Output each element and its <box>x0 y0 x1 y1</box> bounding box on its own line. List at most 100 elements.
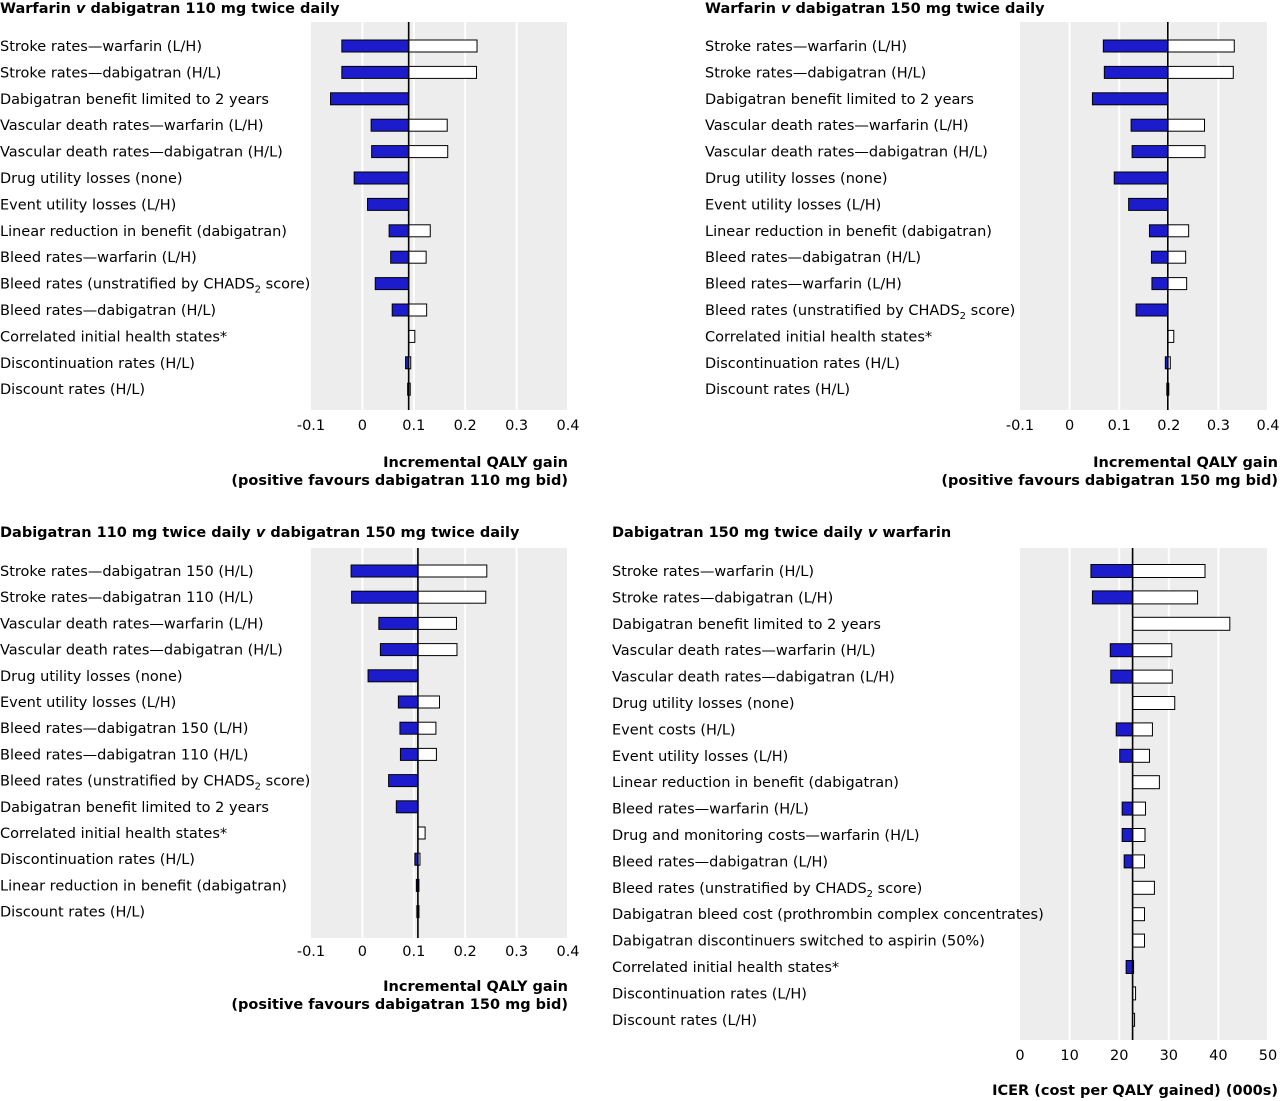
bar-high <box>417 590 487 604</box>
x-tick-label: -0.1 <box>297 418 325 434</box>
x-tick-label: 0.2 <box>454 944 477 960</box>
bar-high <box>408 329 416 343</box>
bar-high <box>1132 564 1206 578</box>
bar-label: Dabigatran benefit limited to 2 years <box>612 617 881 633</box>
bar-label: Discount rates (H/L) <box>705 382 850 398</box>
bar-label: Bleed rates—dabigatran 150 (L/H) <box>0 721 248 737</box>
bar-label: Bleed rates—warfarin (H/L) <box>612 802 809 818</box>
bar-low <box>1109 643 1134 658</box>
bar-high <box>1167 250 1187 264</box>
bar-label: Bleed rates—warfarin (L/H) <box>705 277 902 293</box>
bar-label: Discontinuation rates (L/H) <box>612 986 807 1002</box>
bar-low <box>378 616 419 630</box>
bar-high <box>1132 854 1145 869</box>
bar-low <box>1135 303 1169 317</box>
bar-label: Event utility losses (L/H) <box>612 749 788 765</box>
bar-label: Bleed rates—warfarin (L/H) <box>0 250 197 266</box>
bar-label: Vascular death rates—warfarin (L/H) <box>705 118 969 134</box>
bar-high <box>1132 722 1153 737</box>
bar-high <box>417 826 426 840</box>
bar-label: Bleed rates—dabigatran (H/L) <box>705 250 921 266</box>
bar-label: Bleed rates—dabigatran 110 (H/L) <box>0 747 248 763</box>
bar-label: Event costs (H/L) <box>612 722 736 738</box>
bar-label: Stroke rates—dabigatran (H/L) <box>0 65 221 81</box>
x-tick-label: 0.2 <box>454 418 477 434</box>
bar-low <box>1150 250 1169 264</box>
x-tick-label: 0 <box>1065 418 1074 434</box>
bar-low <box>1113 171 1169 185</box>
bar-high <box>1132 775 1160 790</box>
bar-label: Stroke rates—dabigatran (H/L) <box>705 65 926 81</box>
bar-high <box>1132 643 1173 658</box>
bar-label: Event utility losses (L/H) <box>0 197 176 213</box>
bar-label: Drug utility losses (none) <box>612 696 795 712</box>
x-tick-label: 0 <box>358 418 367 434</box>
bar-low <box>1128 197 1169 211</box>
plot-background <box>311 22 568 410</box>
x-tick-label: 0 <box>358 944 367 960</box>
bar-label: Vascular death rates—dabigatran (H/L) <box>0 145 283 161</box>
bar-label: Correlated initial health states* <box>705 329 932 345</box>
x-tick-label: 30 <box>1160 1048 1178 1064</box>
bar-high <box>1167 277 1188 291</box>
x-tick-label: 0.3 <box>505 418 528 434</box>
bar-low <box>1121 801 1134 816</box>
bar-high <box>1167 65 1234 79</box>
bar-label: Dabigatran benefit limited to 2 years <box>0 92 269 108</box>
bar-high <box>1167 39 1235 53</box>
bar-label: Drug utility losses (none) <box>0 171 183 187</box>
bar-high <box>417 721 437 735</box>
bar-high <box>408 39 478 53</box>
bar-label: Discontinuation rates (H/L) <box>705 356 900 372</box>
bar-low <box>1103 65 1169 79</box>
bar-high <box>1167 118 1206 132</box>
bar-high <box>1167 329 1175 343</box>
bar-low <box>341 39 410 53</box>
bar-low <box>1090 564 1134 578</box>
bar-low <box>399 747 419 761</box>
bar-high <box>408 145 449 159</box>
chart-panel-1: Warfarin v dabigatran 110 mg twice daily… <box>0 1 580 489</box>
bar-low <box>341 65 410 79</box>
bar-high <box>408 224 431 238</box>
bar-low <box>379 643 419 657</box>
bar-low <box>1119 748 1134 763</box>
bar-high <box>1132 616 1231 631</box>
x-axis-title: Incremental QALY gain <box>1093 455 1278 471</box>
x-axis-title: (positive favours dabigatran 150 mg bid) <box>231 997 568 1013</box>
x-tick-label: 0.4 <box>1256 418 1279 434</box>
bar-low <box>1091 590 1134 605</box>
chart-panel-2: Warfarin v dabigatran 150 mg twice daily… <box>705 1 1280 489</box>
bar-high <box>408 303 428 317</box>
bar-label: Correlated initial health states* <box>0 329 227 345</box>
x-axis-title: (positive favours dabigatran 110 mg bid) <box>231 473 568 489</box>
bar-label: Stroke rates—warfarin (L/H) <box>0 39 202 55</box>
bar-label: Discontinuation rates (H/L) <box>0 356 195 372</box>
bar-label: Linear reduction in benefit (dabigatran) <box>705 224 992 240</box>
bar-label: Vascular death rates—dabigatran (L/H) <box>612 670 895 686</box>
bar-high <box>1167 224 1190 238</box>
chart-panel-3: Dabigatran 110 mg twice daily v dabigatr… <box>0 525 580 1013</box>
bar-high <box>1132 801 1146 816</box>
x-axis-title: Incremental QALY gain <box>383 455 568 471</box>
bar-low <box>367 669 419 683</box>
bar-low <box>1131 145 1169 159</box>
bar-high <box>1132 669 1173 684</box>
bar-low <box>1125 960 1134 974</box>
bar-high <box>1132 828 1146 842</box>
chart-title: Warfarin v dabigatran 110 mg twice daily <box>0 1 340 17</box>
bar-high <box>408 250 427 264</box>
bar-label: Dabigatran bleed cost (prothrombin compl… <box>612 907 1044 923</box>
chart-title: Dabigatran 150 mg twice daily v warfarin <box>612 525 951 541</box>
x-axis-title: ICER (cost per QALY gained) (000s) <box>992 1083 1278 1099</box>
bar-low <box>367 197 410 211</box>
bar-low <box>390 250 410 264</box>
bar-low <box>395 800 419 814</box>
bar-label: Bleed rates—dabigatran (L/H) <box>612 854 828 870</box>
x-tick-label: 0 <box>1015 1048 1024 1064</box>
bar-label: Vascular death rates—warfarin (L/H) <box>0 616 264 632</box>
bar-label: Bleed rates—dabigatran (H/L) <box>0 303 216 319</box>
bar-high <box>1132 933 1145 948</box>
bar-label: Stroke rates—dabigatran 150 (H/L) <box>0 564 254 580</box>
